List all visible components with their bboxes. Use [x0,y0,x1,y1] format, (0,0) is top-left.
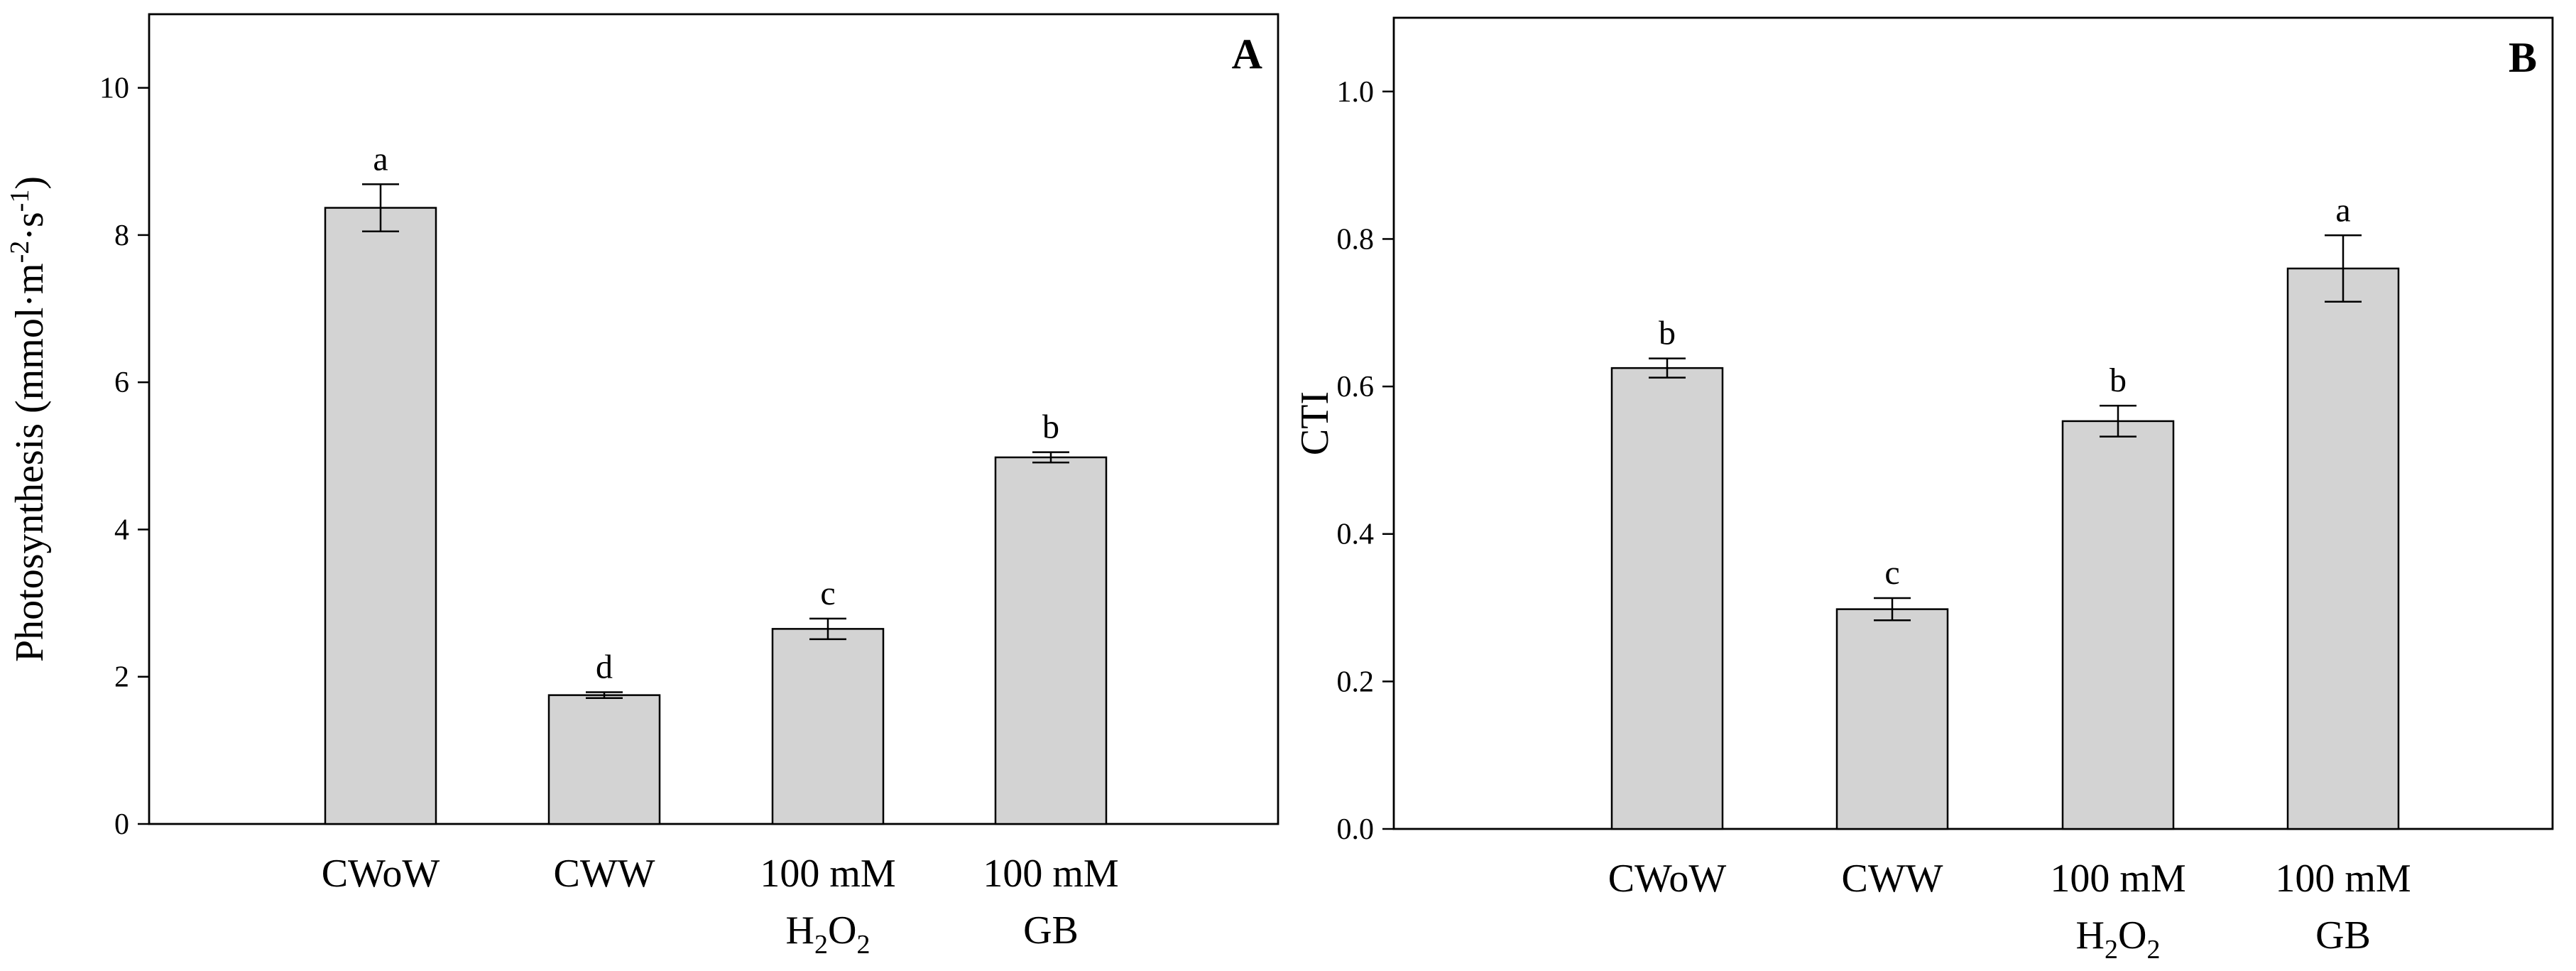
bar [994,456,1108,825]
bar [547,694,661,825]
x-tick-label-line2: GB [2315,913,2371,958]
panel-letter: B [2509,34,2537,81]
significance-label: b [1042,408,1059,446]
y-tick-label: 8 [114,219,129,252]
bar [2061,420,2175,830]
plot-frame [148,13,1279,825]
y-tick-label: 0 [114,808,129,841]
y-tick-label: 0.0 [1337,813,1375,846]
y-tick-label: 0.8 [1337,223,1375,256]
x-tick-label: 100 mM [2050,857,2185,901]
panel-letter: A [1232,31,1262,77]
y-tick-label: 0.6 [1337,371,1375,403]
x-tick-label: 100 mM [760,852,895,896]
plot-frame [1392,16,2554,830]
y-axis-title: Photosynthesis (mmol·m-2·s-1) [5,176,52,662]
x-tick-label-line2: GB [1023,908,1079,953]
x-tick-label: 100 mM [2275,857,2411,901]
significance-label: c [1884,554,1899,592]
significance-label: a [2335,191,2350,229]
y-tick-label: 10 [99,72,129,105]
x-tick-label: CWoW [1608,857,1727,901]
bar [2286,267,2400,830]
x-tick-label: CWW [553,852,655,896]
y-axis-title: CTI [1293,391,1337,455]
bar [324,207,437,825]
x-tick-label-line2: H2O2 [786,908,871,960]
x-tick-label: 100 mM [983,852,1118,896]
bar [1610,367,1724,830]
significance-label: c [820,575,835,612]
y-tick-label: 1.0 [1337,76,1375,109]
y-tick-label: 0.2 [1337,666,1375,698]
chart-panel-a: 0 2 4 6 8 10 a CWoW d CWW c 100 mM H2O2 b 100 mM GB Phot… [5,13,1279,960]
bar [771,628,885,825]
bar [1835,608,1949,830]
significance-label: b [2110,362,2127,399]
y-tick-label: 4 [114,514,129,546]
y-tick-label: 0.4 [1337,519,1375,551]
chart-panel-b: 0.0 0.2 0.4 0.6 0.8 1.0 b CWoW c CWW b 100 mM H2O2 a 1… [1293,16,2554,965]
significance-label: a [373,140,388,178]
x-tick-label: CWoW [322,852,440,896]
x-tick-label-line2: H2O2 [2076,913,2161,965]
y-tick-label: 2 [114,661,129,694]
y-tick-label: 6 [114,367,129,399]
significance-label: b [1659,315,1676,352]
significance-label: d [596,648,613,685]
x-tick-label: CWW [1841,857,1943,901]
